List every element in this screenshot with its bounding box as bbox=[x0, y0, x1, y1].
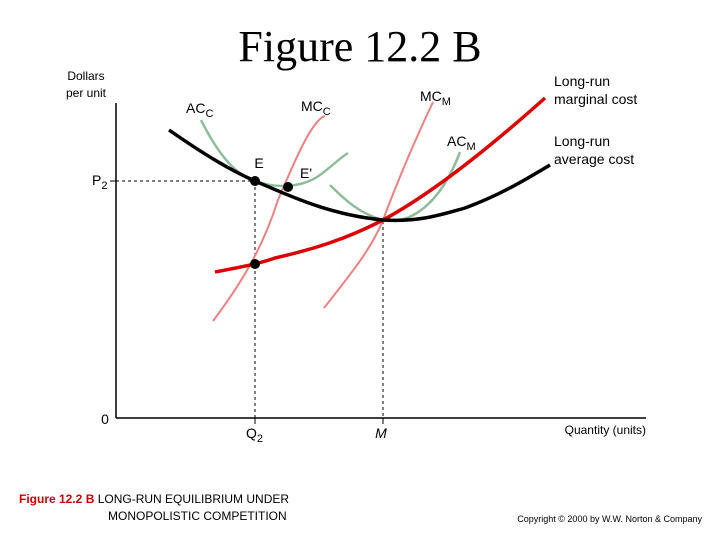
long-run-marginal-cost-label-line1: Long-run bbox=[554, 73, 610, 89]
point-e-prime-marker bbox=[283, 182, 293, 192]
point-e-prime-label: E' bbox=[300, 165, 312, 181]
copyright-notice: Copyright © 2000 by W.W. Norton & Compan… bbox=[517, 514, 702, 524]
mcm-label: MCM bbox=[420, 88, 451, 108]
price-p2-label: P2 bbox=[92, 172, 107, 192]
caption-figure-label: Figure 12.2 B bbox=[19, 492, 95, 506]
quantity-m-label: M bbox=[375, 425, 387, 441]
short-run-marginal-cost-mcc-curve bbox=[212, 115, 326, 322]
y-axis-label-line2: per unit bbox=[66, 86, 107, 100]
x-axis-label: Quantity (units) bbox=[565, 423, 646, 437]
lrmc-at-q2-marker bbox=[250, 259, 260, 269]
quantity-q2-label: Q2 bbox=[246, 425, 263, 445]
short-run-marginal-cost-mcm-curve bbox=[323, 101, 434, 309]
caption-line2: MONOPOLISTIC COMPETITION bbox=[108, 509, 287, 523]
acm-label: ACM bbox=[447, 133, 476, 153]
acc-label: ACC bbox=[186, 100, 213, 120]
origin-label: 0 bbox=[101, 411, 109, 427]
short-run-average-cost-acc-curve bbox=[199, 119, 349, 188]
long-run-average-cost-label-line2: average cost bbox=[554, 151, 634, 167]
long-run-average-cost-curve bbox=[168, 128, 551, 223]
point-e-label: E bbox=[254, 155, 263, 171]
long-run-marginal-cost-label-line2: marginal cost bbox=[554, 91, 637, 107]
y-axis-label-line1: Dollars bbox=[67, 69, 104, 83]
figure-title: Figure 12.2 B bbox=[238, 22, 481, 71]
point-e-marker bbox=[250, 176, 260, 186]
long-run-average-cost-label-line1: Long-run bbox=[554, 133, 610, 149]
caption-line1: Figure 12.2 B LONG-RUN EQUILIBRIUM UNDER bbox=[19, 492, 289, 506]
mcc-label: MCC bbox=[301, 98, 331, 118]
